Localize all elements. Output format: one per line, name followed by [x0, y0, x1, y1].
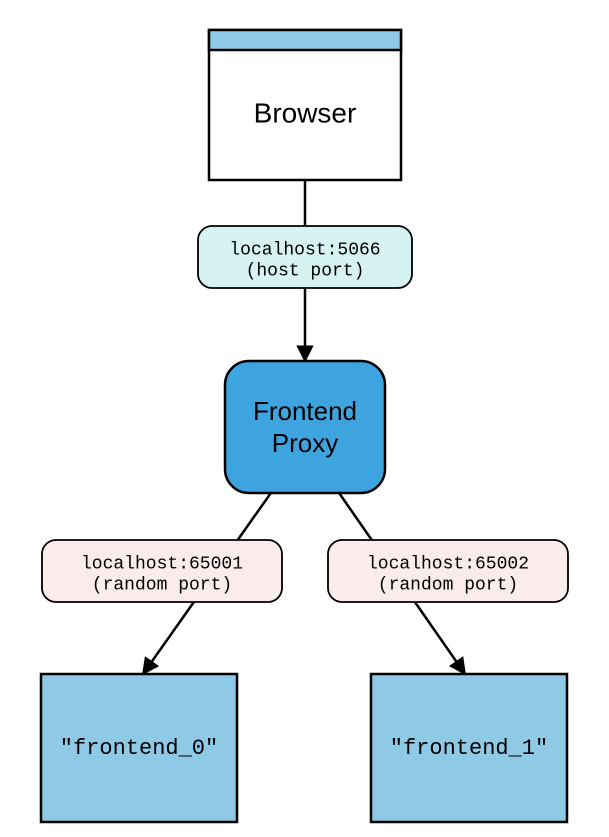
edge-label-line2: (random port): [378, 575, 518, 595]
edge-segment-arrow: [143, 602, 194, 674]
edge-label-line1: localhost:5066: [229, 240, 380, 260]
edge-label-line1: localhost:65002: [367, 554, 529, 574]
edge-label-line1: localhost:65001: [81, 554, 243, 574]
node-frontend0-label: "frontend_0": [60, 736, 218, 761]
node-proxy-label1: Frontend: [253, 396, 357, 426]
node-browser-label: Browser: [254, 97, 357, 128]
edge-segment: [337, 490, 372, 540]
diagram-canvas: localhost:5066(host port) localhost:65001…: [0, 0, 609, 837]
edge-segment: [238, 490, 273, 540]
edge-label-line2: (host port): [246, 261, 365, 281]
node-browser-titlebar: [209, 30, 401, 50]
edge-label-line2: (random port): [92, 575, 232, 595]
edge-segment-arrow: [415, 602, 465, 674]
node-frontend1-label: "frontend_1": [390, 736, 548, 761]
node-proxy-label2: Proxy: [272, 428, 338, 458]
